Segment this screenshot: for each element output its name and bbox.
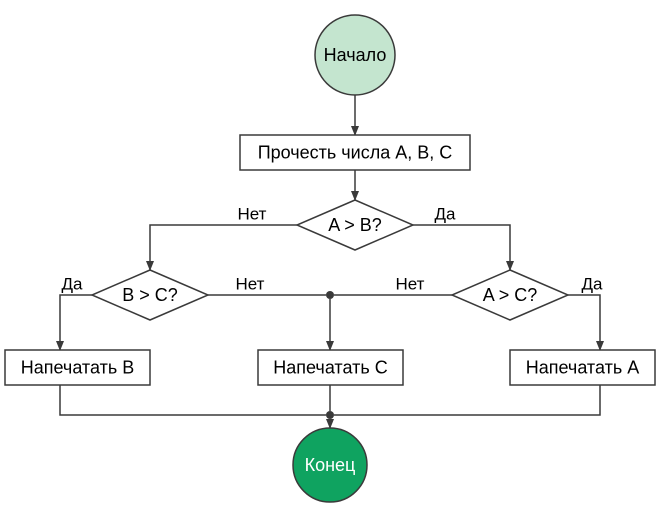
node-label-d_bc: B > C?: [122, 285, 178, 305]
edge-e_dac_yes: [568, 295, 600, 350]
edge-e_dab_no: [150, 225, 297, 270]
node-d_bc: B > C?: [92, 270, 208, 320]
node-read: Прочесть числа A, B, C: [240, 135, 470, 170]
edge-e_pb_mf: [60, 385, 326, 415]
node-p_a: Напечатать A: [510, 350, 655, 385]
edge-label-e_dbc_no: Нет: [236, 274, 265, 293]
node-end: Конец: [293, 428, 367, 502]
node-d_ac: A > C?: [452, 270, 568, 320]
edge-label-e_dac_yes: Да: [582, 274, 604, 293]
node-start: Начало: [315, 15, 395, 95]
node-p_b: Напечатать B: [5, 350, 150, 385]
edge-e_dab_yes: [413, 225, 510, 270]
node-label-p_c: Напечатать C: [273, 357, 387, 377]
node-label-p_a: Напечатать A: [526, 357, 639, 377]
node-d_ab: A > B?: [297, 200, 413, 250]
flowchart-diagram: Нет Да Да Нет Нет Да Начало Прочесть числа A, B…: [0, 0, 662, 509]
node-label-read: Прочесть числа A, B, C: [258, 142, 453, 162]
node-label-end: Конец: [305, 455, 356, 475]
node-merge_f: [326, 411, 334, 419]
node-label-p_b: Напечатать B: [21, 357, 134, 377]
nodes-layer: Начало Прочесть числа A, B, C A > B? B > C?…: [5, 15, 655, 502]
edge-label-e_dab_no: Нет: [238, 204, 267, 223]
node-p_c: Напечатать C: [258, 350, 403, 385]
node-label-d_ab: A > B?: [328, 215, 382, 235]
edge-label-e_dab_yes: Да: [435, 204, 457, 223]
edge-e_dbc_yes: [60, 295, 92, 350]
node-merge_c: [326, 291, 334, 299]
node-label-start: Начало: [324, 45, 387, 65]
node-label-d_ac: A > C?: [483, 285, 538, 305]
edge-label-e_dbc_yes: Да: [62, 274, 84, 293]
edge-e_pa_mf: [334, 385, 600, 415]
edge-label-e_dac_no: Нет: [396, 274, 425, 293]
